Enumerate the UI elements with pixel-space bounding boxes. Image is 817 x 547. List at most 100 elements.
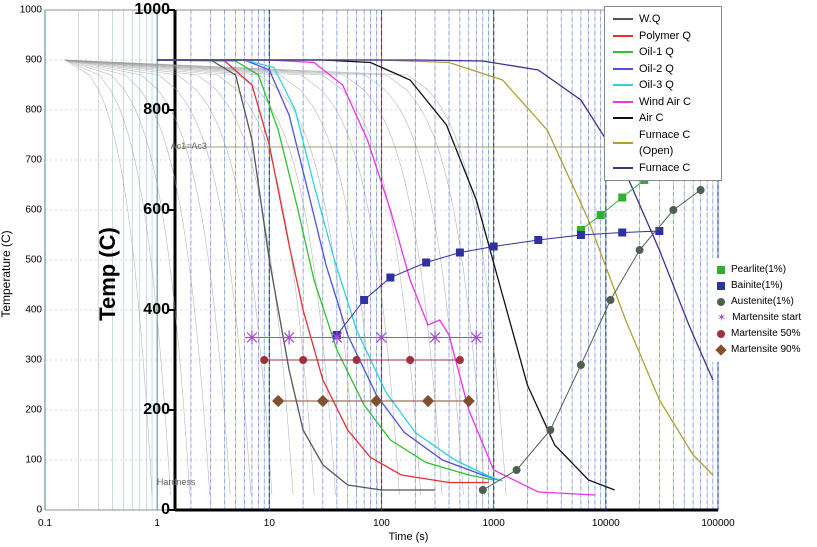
phase-marker [456, 357, 463, 364]
legend-label: Austenite(1%) [731, 294, 794, 310]
phase-marker [317, 396, 328, 407]
phase-marker [387, 274, 394, 281]
legend-marker-icon [717, 266, 725, 274]
y-main-tick-label: 200 [130, 401, 170, 419]
x-tick-label: 0.1 [38, 518, 52, 529]
legend-label: Polymer Q [639, 28, 691, 45]
legend-label: Martensite 50% [731, 326, 800, 342]
phase-marker [428, 331, 442, 345]
phase-marker [547, 427, 554, 434]
phase-marker [577, 362, 584, 369]
y-left-tick-label: 1000 [16, 5, 42, 16]
phase-marker [423, 396, 434, 407]
phase-marker [619, 194, 626, 201]
jominy-curve [65, 60, 210, 495]
phase-marker [330, 331, 344, 345]
legend-swatch [613, 117, 633, 119]
phase-marker [607, 297, 614, 304]
phase-marker [670, 207, 677, 214]
phase-marker [490, 243, 497, 250]
y-main-tick-label: 1000 [130, 1, 170, 19]
legend-label: Air C [639, 110, 663, 127]
legend-label: Oil-3 Q [639, 77, 674, 94]
phase-marker [375, 331, 389, 345]
phase-marker [261, 357, 268, 364]
phase-marker [456, 249, 463, 256]
legend-swatch [613, 18, 633, 20]
legend-item: Oil-1 Q [613, 44, 713, 61]
phase-marker [469, 331, 483, 345]
x-tick-label: 1000 [483, 518, 505, 529]
legend-label: Wind Air C [639, 94, 691, 111]
legend-swatch [613, 51, 633, 53]
legend-swatch [613, 68, 633, 70]
phase-marker [423, 259, 430, 266]
phase-marker [361, 297, 368, 304]
phase-marker [407, 357, 414, 364]
legend-label: Furnace C (Open) [639, 127, 713, 160]
jominy-curve [65, 60, 442, 495]
x-tick-label: 100000 [701, 518, 734, 529]
y-left-tick-label: 900 [16, 55, 42, 66]
y-left-tick-label: 400 [16, 305, 42, 316]
legend-label: Martensite 90% [731, 342, 800, 358]
y-axis-left-label: Temperature (C) [0, 230, 13, 317]
legend-item: W.Q [613, 11, 713, 28]
phase-curve [337, 231, 660, 335]
x-axis-label: Time (s) [389, 531, 429, 543]
x-tick-label: 1 [154, 518, 160, 529]
legend-label: W.Q [639, 11, 660, 28]
legend-swatch [613, 101, 633, 103]
phase-marker [535, 237, 542, 244]
phase-marker [656, 228, 663, 235]
legend-item: Polymer Q [613, 28, 713, 45]
legend-swatch [613, 142, 633, 144]
y-main-tick-label: 400 [130, 301, 170, 319]
y-left-tick-label: 300 [16, 355, 42, 366]
y-left-tick-label: 100 [16, 455, 42, 466]
legend-item: Martensite 50% [717, 326, 807, 342]
phase-marker [371, 396, 382, 407]
phase-marker [300, 357, 307, 364]
cooling-curve [157, 60, 498, 480]
phase-marker [282, 331, 296, 345]
legend-item: Oil-2 Q [613, 61, 713, 78]
legend-label: Oil-1 Q [639, 44, 674, 61]
x-tick-label: 10000 [592, 518, 620, 529]
x-tick-label: 10 [264, 518, 275, 529]
cct-chart: Temperature (C) Temp (C) Time (s) 0.1 1 10… [0, 0, 817, 547]
jominy-curve [65, 60, 506, 495]
legend-item: Furnace C [613, 160, 713, 177]
jominy-curve [65, 60, 251, 495]
legend-marker-icon [717, 330, 725, 338]
hardness-annotation: Hardness [157, 477, 196, 487]
legend-item: ✶Martensite start [717, 310, 807, 326]
jominy-curve [65, 60, 190, 495]
x-tick-label: 100 [373, 518, 390, 529]
legend-item: Furnace C (Open) [613, 127, 713, 160]
phase-legend: Pearlite(1%)Bainite(1%)Austenite(1%)✶Mar… [709, 258, 815, 362]
phase-marker [636, 247, 643, 254]
phase-marker [513, 467, 520, 474]
legend-item: Oil-3 Q [613, 77, 713, 94]
phase-marker [479, 487, 486, 494]
y-left-tick-label: 800 [16, 105, 42, 116]
legend-label: Furnace C [639, 160, 690, 177]
phase-marker [245, 331, 259, 345]
legend-item: Martensite 90% [717, 342, 807, 358]
legend-label: Pearlite(1%) [731, 262, 786, 278]
legend-item: Pearlite(1%) [717, 262, 807, 278]
legend-item: Austenite(1%) [717, 294, 807, 310]
legend-item: Wind Air C [613, 94, 713, 111]
legend-label: Martensite start [732, 310, 801, 326]
y-left-tick-label: 500 [16, 255, 42, 266]
legend-item: Air C [613, 110, 713, 127]
legend-swatch [613, 35, 633, 37]
y-axis-main-label: Temp (C) [95, 227, 121, 321]
legend-label: Oil-2 Q [639, 61, 674, 78]
y-left-tick-label: 700 [16, 155, 42, 166]
legend-item: Bainite(1%) [717, 278, 807, 294]
legend-label: Bainite(1%) [731, 278, 783, 294]
phase-marker [273, 396, 284, 407]
phase-marker [577, 232, 584, 239]
